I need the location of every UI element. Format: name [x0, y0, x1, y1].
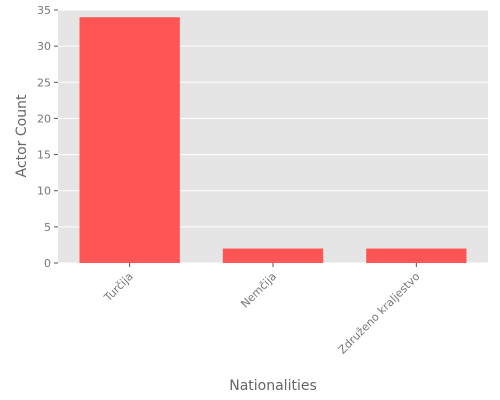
bar-2	[366, 248, 467, 263]
y-axis-ticks: 0 5 10 15 20 25 30 35	[37, 4, 58, 270]
y-tick-label-6: 30	[37, 40, 51, 53]
x-tick-label-1: Nemčija	[238, 270, 279, 311]
y-tick-label-0: 0	[44, 257, 51, 270]
y-tick-label-2: 10	[37, 185, 51, 198]
bar-0	[79, 17, 180, 263]
y-tick-label-4: 20	[37, 112, 51, 125]
x-axis-label: Nationalities	[229, 378, 317, 394]
bars	[79, 17, 467, 263]
x-tick-label-2: Združeno kraljestvo	[336, 270, 423, 357]
bar-1	[222, 248, 324, 263]
x-tick-label-0: Turčija	[101, 270, 136, 305]
x-axis-ticks: Turčija Nemčija Združeno kraljestvo	[101, 263, 423, 357]
y-tick-label-7: 35	[37, 4, 51, 17]
y-tick-label-5: 25	[37, 76, 51, 89]
y-axis-label: Actor Count	[14, 94, 30, 177]
y-tick-label-3: 15	[37, 149, 51, 162]
y-tick-label-1: 5	[44, 221, 51, 234]
